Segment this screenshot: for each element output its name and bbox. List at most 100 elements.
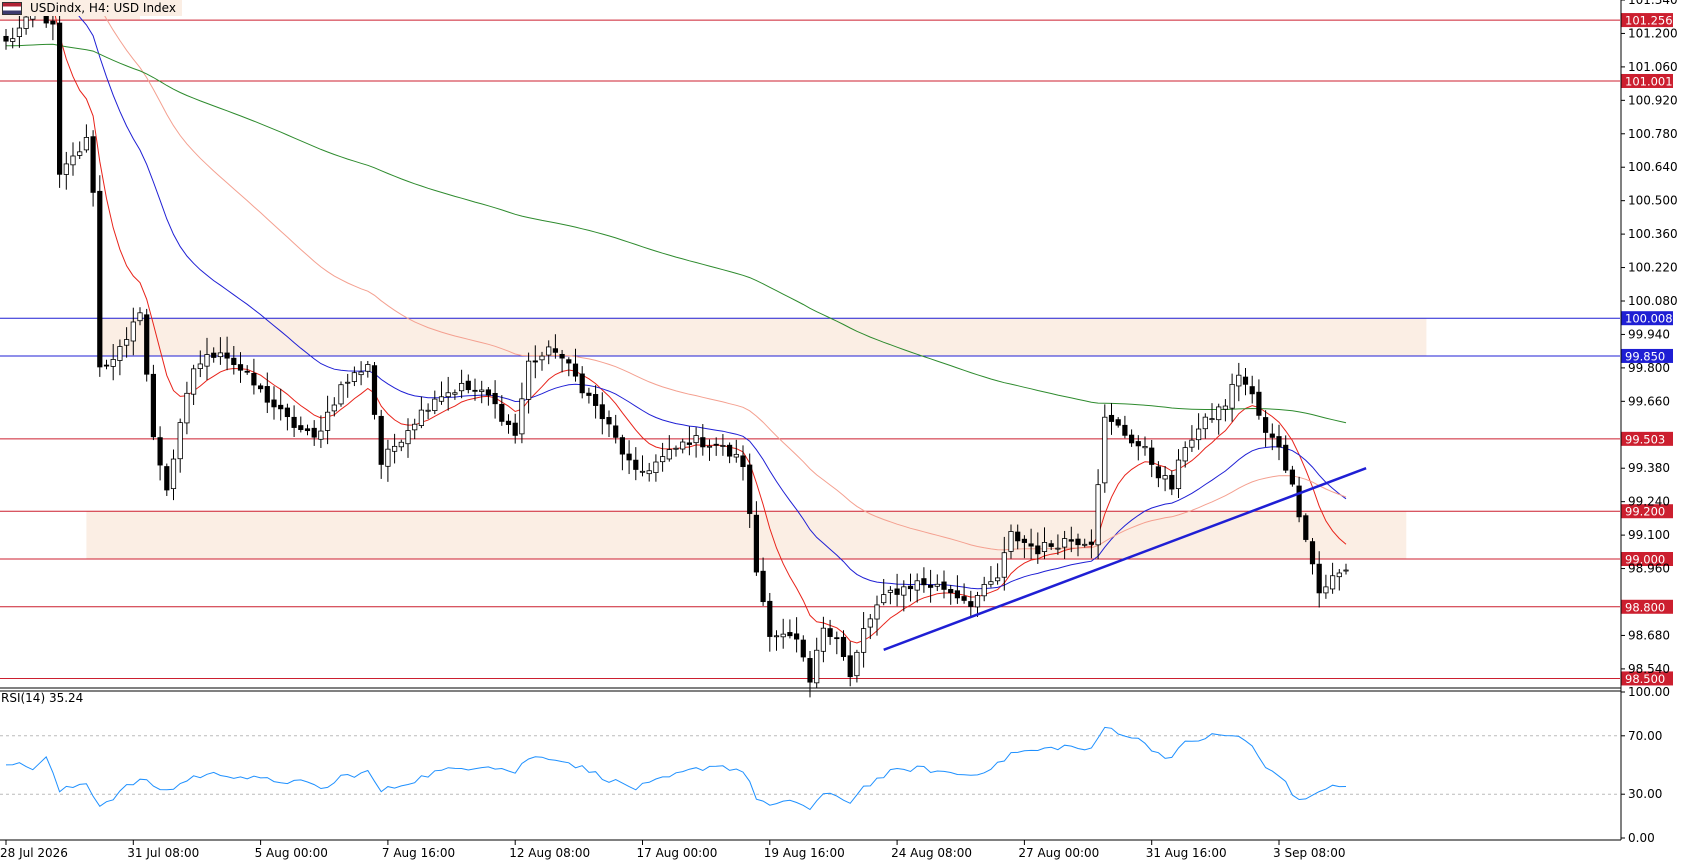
candle-body: [1196, 428, 1202, 441]
price-tick-label: 99.380: [1628, 461, 1670, 475]
candle-body: [190, 368, 197, 395]
candle-body: [1062, 538, 1068, 548]
rsi-tick-label: 100.00: [1628, 685, 1670, 699]
candle-body: [894, 588, 900, 595]
candle-body: [673, 447, 679, 450]
price-tick-label: 100.640: [1628, 160, 1678, 174]
candle-body: [499, 403, 505, 422]
candle-body: [586, 392, 592, 396]
candle-body: [57, 22, 63, 175]
candle-body: [505, 420, 512, 425]
candle-body: [365, 364, 371, 372]
candle-body: [740, 455, 746, 468]
price-tick-label: 101.060: [1628, 60, 1678, 74]
candle-body: [1008, 531, 1014, 552]
level-label-7: 98.800: [1625, 600, 1665, 614]
candle-body: [727, 444, 733, 457]
candle-body: [97, 190, 103, 368]
candle-body: [237, 364, 244, 371]
candle-body: [63, 163, 69, 175]
candle-body: [606, 417, 612, 425]
candle-body: [150, 373, 156, 438]
candle-body: [304, 428, 311, 432]
candle-body: [706, 445, 713, 448]
candle-body: [1122, 424, 1128, 436]
candle-body: [231, 357, 237, 365]
candle-body: [1015, 531, 1021, 542]
candle-body: [1202, 416, 1208, 430]
candle-body: [539, 355, 545, 361]
candle-body: [914, 580, 920, 591]
time-tick-label: 31 Jul 08:00: [127, 846, 199, 860]
candle-body: [1209, 418, 1215, 421]
candle-body: [1162, 475, 1168, 480]
candle-body: [633, 459, 639, 470]
candle-body: [807, 658, 813, 683]
price-tick-label: 98.680: [1628, 628, 1670, 642]
candle-body: [874, 604, 880, 620]
ema-line-200: [6, 43, 1347, 424]
candle-body: [680, 441, 686, 450]
candle-body: [371, 365, 378, 415]
candle-body: [961, 596, 967, 601]
candle-body: [110, 359, 116, 367]
candle-body: [458, 382, 465, 392]
candle-body: [747, 464, 753, 514]
candle-body: [686, 442, 693, 445]
candle-body: [934, 583, 940, 587]
candle-body: [1303, 515, 1309, 540]
level-tag-6: [1621, 552, 1673, 566]
candle-body: [693, 435, 699, 444]
candle-body: [351, 372, 358, 382]
candle-body: [854, 651, 860, 677]
candle-body: [800, 639, 806, 658]
price-tick-label: 98.540: [1628, 662, 1670, 676]
price-tick-label: 99.800: [1628, 361, 1670, 375]
rsi-tick-label: 0.00: [1628, 831, 1655, 845]
candle-body: [391, 445, 398, 452]
candle-body: [921, 578, 927, 586]
candle-body: [948, 589, 954, 594]
candle-body: [546, 346, 552, 356]
candle-body: [1082, 543, 1088, 546]
candle-body: [753, 514, 760, 573]
time-tick-label: 17 Aug 00:00: [637, 846, 718, 860]
candle-body: [124, 339, 130, 346]
candle-body: [532, 360, 538, 363]
price-tick-label: 100.360: [1628, 227, 1678, 241]
price-tick-label: 99.100: [1628, 528, 1670, 542]
candle-body: [1263, 417, 1269, 433]
candle-body: [412, 423, 418, 431]
candle-body: [988, 581, 994, 585]
candle-body: [291, 416, 297, 428]
level-label-1: 101.001: [1625, 74, 1673, 88]
candle-body: [787, 632, 793, 637]
candle-body: [1048, 543, 1054, 547]
zone-1: [86, 511, 1407, 559]
candle-body: [1323, 586, 1329, 594]
candle-body: [184, 392, 190, 424]
candle-body: [338, 384, 344, 405]
rsi-label: RSI(14) 35.24: [1, 691, 83, 705]
candle-body: [1289, 469, 1295, 485]
candle-body: [519, 398, 525, 435]
price-tick-label: 100.080: [1628, 294, 1678, 308]
candle-body: [50, 20, 56, 25]
candle-body: [1189, 439, 1195, 448]
candle-body: [77, 151, 83, 156]
time-tick-label: 12 Aug 08:00: [509, 846, 590, 860]
candle-body: [1256, 391, 1262, 416]
candle-body: [432, 398, 438, 411]
candle-body: [827, 628, 833, 637]
time-tick-label: 5 Aug 00:00: [255, 846, 328, 860]
candle-body: [901, 586, 907, 596]
candle-body: [1149, 447, 1155, 465]
candle-body: [1041, 542, 1048, 552]
candle-body: [16, 27, 23, 37]
price-tick-label: 99.240: [1628, 495, 1670, 509]
candle-body: [599, 404, 605, 420]
time-tick-label: 28 Jul 2026: [0, 846, 68, 860]
level-tag-0: [1621, 13, 1673, 28]
candle-body: [867, 618, 873, 628]
